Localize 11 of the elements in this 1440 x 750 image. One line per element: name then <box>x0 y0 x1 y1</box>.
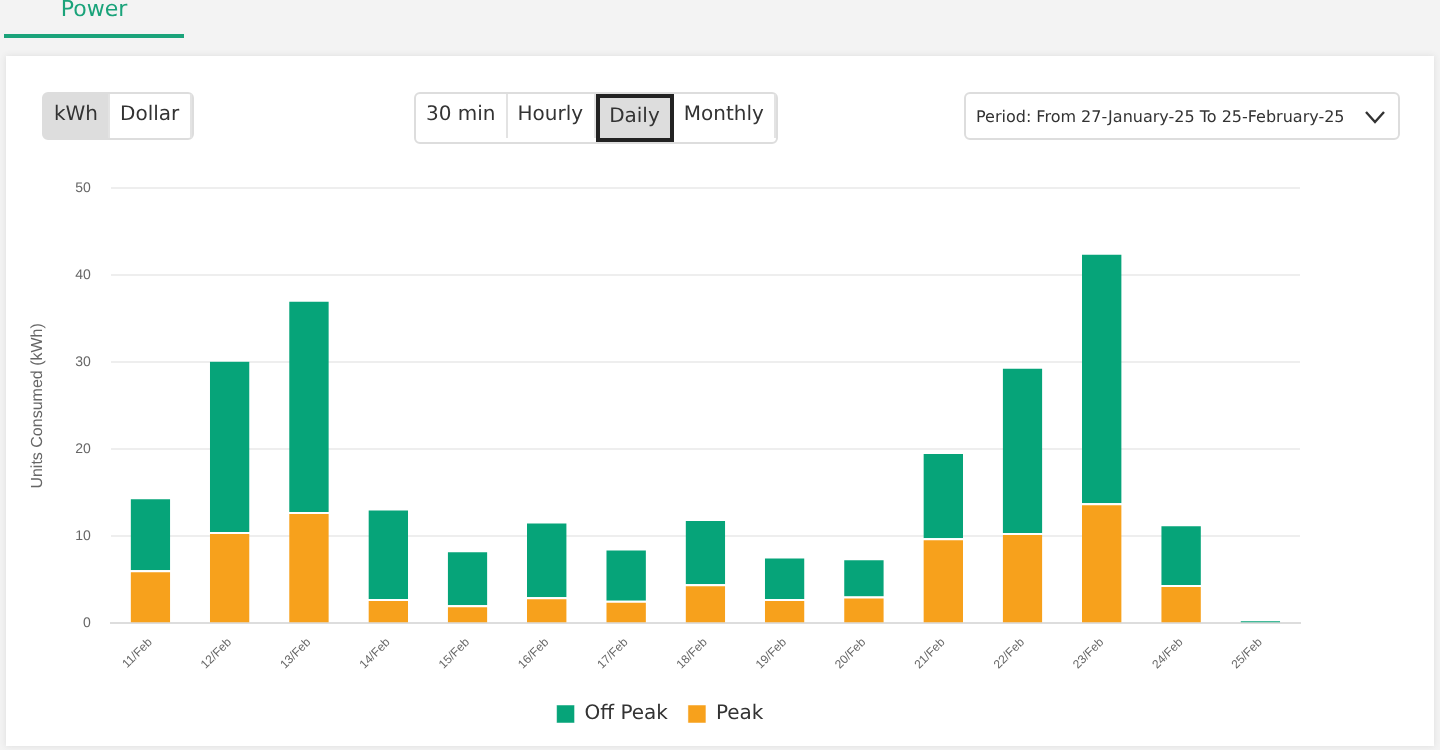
text: 30 min <box>416 94 508 138</box>
text: Dollar <box>110 94 192 138</box>
text: Power <box>4 0 184 38</box>
text: kWh <box>44 94 111 138</box>
text: Daily <box>595 94 674 142</box>
legend-label: Peak <box>715 703 764 726</box>
legend-label: Off Peak <box>584 703 669 726</box>
text: Hourly <box>507 94 596 138</box>
text: Monthly <box>673 94 776 138</box>
y-axis-title: Units Consumed (kWh) <box>28 322 47 489</box>
text: Period: From 27-January-25 To 25-February-25 <box>976 108 1345 126</box>
